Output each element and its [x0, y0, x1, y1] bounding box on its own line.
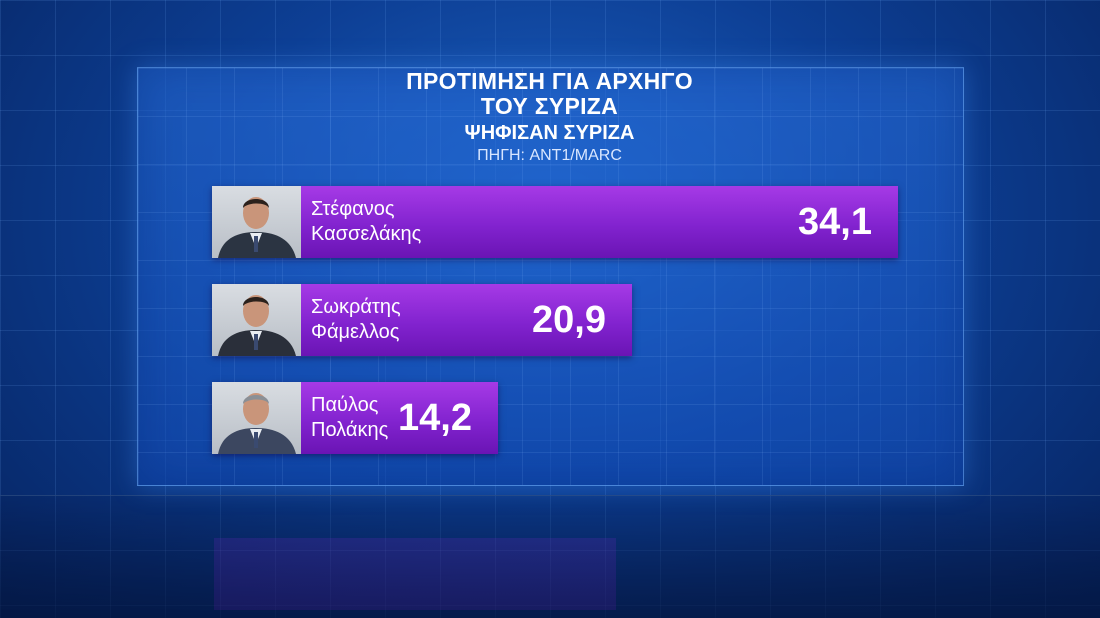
chart-title-line1: ΠΡΟΤΙΜΗΣΗ ΓΙΑ ΑΡΧΗΓΟ: [406, 68, 693, 94]
candidate-first-name: Σωκράτης: [311, 296, 401, 318]
chart-title-line2: ΤΟΥ ΣΥΡΙΖΑ: [480, 93, 619, 119]
candidate-last-name: Πολάκης: [311, 419, 389, 441]
chart-subtitle: ΨΗΦΙΣΑΝ ΣΥΡΙΖΑ: [464, 122, 635, 144]
bar-3: Παύλος Πολάκης 14,2: [212, 382, 498, 454]
candidate-name: Σωκράτης Φάμελλος: [311, 295, 401, 345]
bar-2: Σωκράτης Φάμελλος 20,9: [212, 284, 632, 356]
studio-floor: [0, 495, 1100, 618]
candidate-last-name: Κασσελάκης: [311, 223, 422, 245]
bar-value-label: 14,2: [398, 397, 472, 439]
chart-source: ΠΗΓΗ: ANT1/MARC: [477, 147, 622, 164]
candidate-last-name: Φάμελλος: [311, 321, 400, 343]
bar-value-label: 20,9: [532, 299, 606, 341]
candidate-photo: [212, 382, 301, 454]
bar-1: Στέφανος Κασσελάκης 34,1: [212, 186, 898, 258]
bar-value-label: 34,1: [798, 201, 872, 243]
candidate-first-name: Παύλος: [311, 394, 379, 416]
candidate-photo: [212, 186, 301, 258]
chart-title-block: ΠΡΟΤΙΜΗΣΗ ΓΙΑ ΑΡΧΗΓΟ ΤΟΥ ΣΥΡΙΖΑ ΨΗΦΙΣΑΝ …: [137, 68, 962, 166]
candidate-first-name: Στέφανος: [311, 198, 395, 220]
chart-panel: [137, 67, 964, 486]
candidate-name: Στέφανος Κασσελάκης: [311, 197, 421, 247]
candidate-name: Παύλος Πολάκης: [311, 393, 388, 443]
candidate-photo: [212, 284, 301, 356]
